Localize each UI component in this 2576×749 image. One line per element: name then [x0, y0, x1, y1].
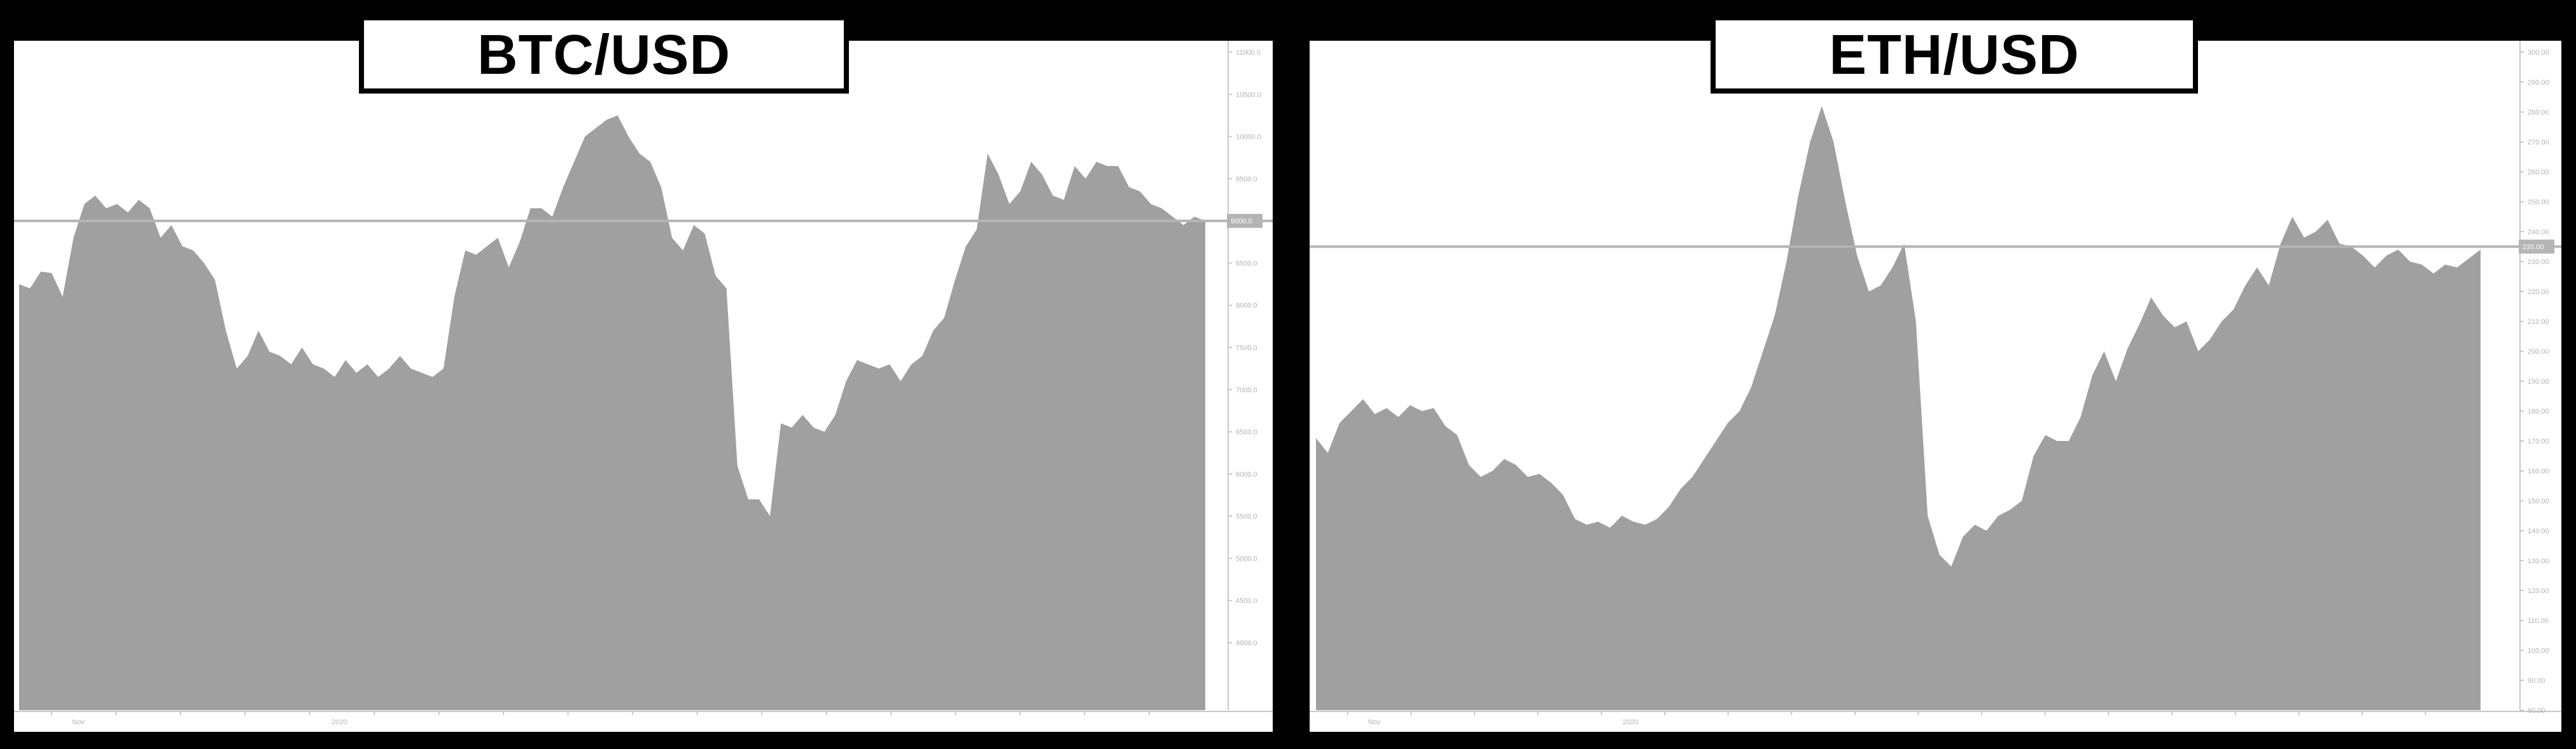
btc-y-tick-label: 10000.0 — [1236, 134, 1261, 141]
btc-title-box: BTC/USD — [359, 15, 849, 94]
eth-y-tick-label: 100.00 — [2528, 647, 2549, 655]
btc-y-tick-label: 9500.0 — [1236, 176, 1257, 183]
btc-y-tick-label: 4500.0 — [1236, 598, 1257, 605]
btc-y-tick-label: 4000.0 — [1236, 640, 1257, 647]
btc-y-tick-label: 7000.0 — [1236, 386, 1257, 394]
eth-y-tick-label: 200.00 — [2528, 348, 2549, 356]
eth-y-tick-label: 120.00 — [2528, 587, 2549, 595]
eth-y-tick-label: 150.00 — [2528, 498, 2549, 505]
eth-x-tick-label: 2020 — [1623, 718, 1638, 726]
btc-y-tick-label: 5500.0 — [1236, 513, 1257, 521]
btc-x-tick-label: 2020 — [332, 718, 347, 726]
eth-y-tick-label: 280.00 — [2528, 109, 2549, 116]
eth-y-tick-label: 130.00 — [2528, 557, 2549, 565]
eth-y-tick-label: 140.00 — [2528, 528, 2549, 535]
eth-last-value-label: 235.00 — [2523, 244, 2544, 251]
btc-last-value-label: 9000.0 — [1231, 218, 1252, 225]
btc-y-tick-label: 8500.0 — [1236, 260, 1257, 267]
eth-title-box: ETH/USD — [1711, 15, 2198, 94]
eth-y-tick-label: 160.00 — [2528, 468, 2549, 475]
eth-y-tick-label: 190.00 — [2528, 378, 2549, 386]
eth-y-tick-label: 170.00 — [2528, 438, 2549, 445]
eth-x-tick-label: Nov — [1368, 718, 1381, 726]
btc-y-tick-label: 7500.0 — [1236, 344, 1257, 352]
btc-chart-title: BTC/USD — [477, 22, 731, 86]
eth-y-tick-label: 220.00 — [2528, 288, 2549, 296]
eth-y-tick-label: 270.00 — [2528, 139, 2549, 146]
eth-y-tick-label: 260.00 — [2528, 169, 2549, 176]
btc-last-value-box — [1227, 214, 1263, 228]
eth-y-tick-label: 230.00 — [2528, 258, 2549, 266]
eth-y-tick-label: 290.00 — [2528, 79, 2549, 87]
btc-series-area — [19, 115, 1205, 710]
eth-chart-svg: 300.00 290.00 280.00 270.00 260.00 250.00 240.… — [1310, 41, 2561, 726]
btc-chart-panel: 11000.0 10500.0 10000.0 9500.0 9000.0 8500.0 8… — [14, 41, 1273, 732]
btc-y-tick-label: 6500.0 — [1236, 429, 1257, 437]
eth-y-tick-label: 110.00 — [2528, 617, 2549, 625]
btc-y-tick-label: 11000.0 — [1236, 49, 1261, 57]
btc-y-tick-label: 10500.0 — [1236, 91, 1261, 99]
eth-chart-panel: 300.00 290.00 280.00 270.00 260.00 250.00 240.… — [1310, 41, 2561, 732]
eth-last-value-box — [2519, 239, 2554, 254]
eth-series-area — [1316, 106, 2481, 711]
eth-y-tick-label: 250.00 — [2528, 199, 2549, 206]
btc-y-tick-label: 8000.0 — [1236, 302, 1257, 310]
eth-chart-title: ETH/USD — [1829, 22, 2080, 86]
eth-y-tick-label: 300.00 — [2528, 49, 2549, 57]
btc-y-tick-label: 6000.0 — [1236, 471, 1257, 479]
btc-chart-svg: 11000.0 10500.0 10000.0 9500.0 9000.0 8500.0 8… — [14, 41, 1273, 726]
eth-y-tick-label: 240.00 — [2528, 228, 2549, 236]
btc-x-tick-label: Nov — [72, 718, 85, 726]
eth-y-tick-label: 80.00 — [2528, 707, 2545, 715]
eth-y-tick-label: 180.00 — [2528, 408, 2549, 416]
btc-y-tick-label: 5000.0 — [1236, 555, 1257, 563]
eth-y-tick-label: 210.00 — [2528, 318, 2549, 326]
eth-y-tick-label: 90.00 — [2528, 677, 2545, 685]
